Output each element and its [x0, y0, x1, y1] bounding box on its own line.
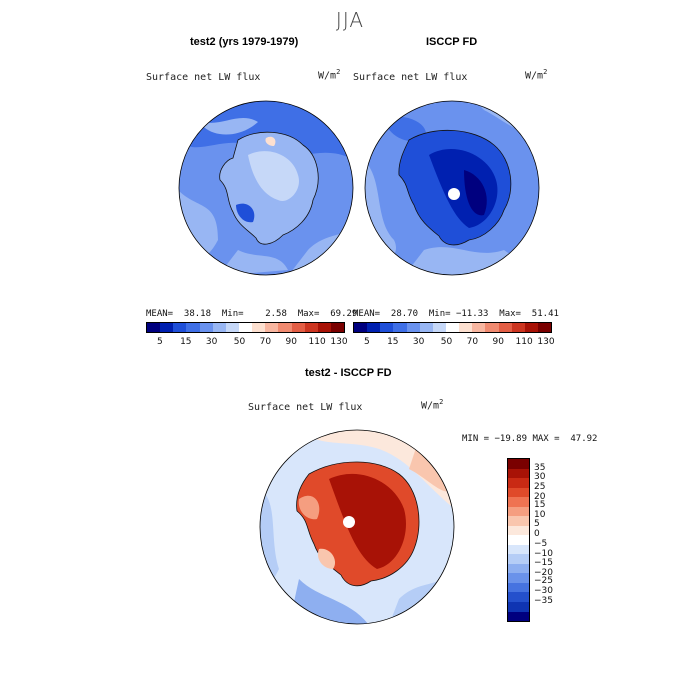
tick: 110 [515, 337, 533, 347]
tick: 20 [534, 491, 546, 502]
tick: −35 [534, 595, 553, 606]
tick: 5 [364, 337, 370, 347]
tick: 5 [157, 337, 163, 347]
right-variable-label: Surface net LW flux [353, 72, 468, 83]
tick: 15 [534, 499, 546, 510]
tick: 90 [492, 337, 504, 347]
diff-units: W/m2 [421, 398, 444, 412]
tick: 110 [308, 337, 326, 347]
tick: 15 [180, 337, 192, 347]
tick: −5 [534, 538, 548, 549]
diff-polar-map [259, 429, 455, 625]
left-polar-map [178, 100, 354, 276]
tick: 30 [534, 472, 546, 483]
tick: −25 [534, 576, 553, 587]
tick: 90 [285, 337, 297, 347]
left-panel-title: test2 (yrs 1979-1979) [190, 36, 299, 48]
season-title: JJA [335, 8, 365, 32]
tick: 30 [412, 337, 425, 347]
tick: 15 [387, 337, 399, 347]
tick: 70 [466, 337, 479, 347]
left-units: W/m2 [318, 68, 341, 82]
right-colorbar-ticks: 5 15 30 50 70 90 110 130 [353, 337, 555, 349]
tick: −20 [534, 568, 553, 579]
right-stats: MEAN= 28.70 Min= −11.33 Max= 51.41 [353, 309, 559, 319]
left-colorbar [146, 322, 345, 333]
tick: 30 [205, 337, 218, 347]
diff-colorbar [507, 458, 530, 622]
diff-stats: MIN = −19.89 MAX = 47.92 [462, 434, 598, 444]
left-stats: MEAN= 38.18 Min= 2.58 Max= 69.29 [146, 309, 358, 319]
tick: −10 [534, 548, 553, 559]
diff-variable-label: Surface net LW flux [248, 402, 363, 413]
tick: 130 [537, 337, 555, 347]
right-units: W/m2 [525, 68, 548, 82]
left-colorbar-ticks: 5 15 30 50 70 90 110 130 [146, 337, 348, 349]
diff-colorbar-ticks: 35 30 25 20 15 10 5 0 −5 −10 −15 −20 −25… [534, 458, 564, 620]
tick: 130 [330, 337, 348, 347]
tick: 35 [534, 462, 546, 473]
tick: 0 [534, 529, 540, 540]
right-panel-title: ISCCP FD [426, 36, 478, 48]
tick: 70 [259, 337, 272, 347]
tick: 25 [534, 482, 546, 493]
right-polar-map [364, 100, 540, 276]
diff-panel-title: test2 - ISCCP FD [305, 367, 392, 379]
tick: −30 [534, 585, 553, 596]
tick: 5 [534, 519, 540, 530]
right-colorbar [353, 322, 552, 333]
tick: 50 [233, 337, 246, 347]
tick: 10 [534, 509, 546, 520]
left-variable-label: Surface net LW flux [146, 72, 261, 83]
tick: 50 [440, 337, 453, 347]
tick: −15 [534, 558, 553, 569]
